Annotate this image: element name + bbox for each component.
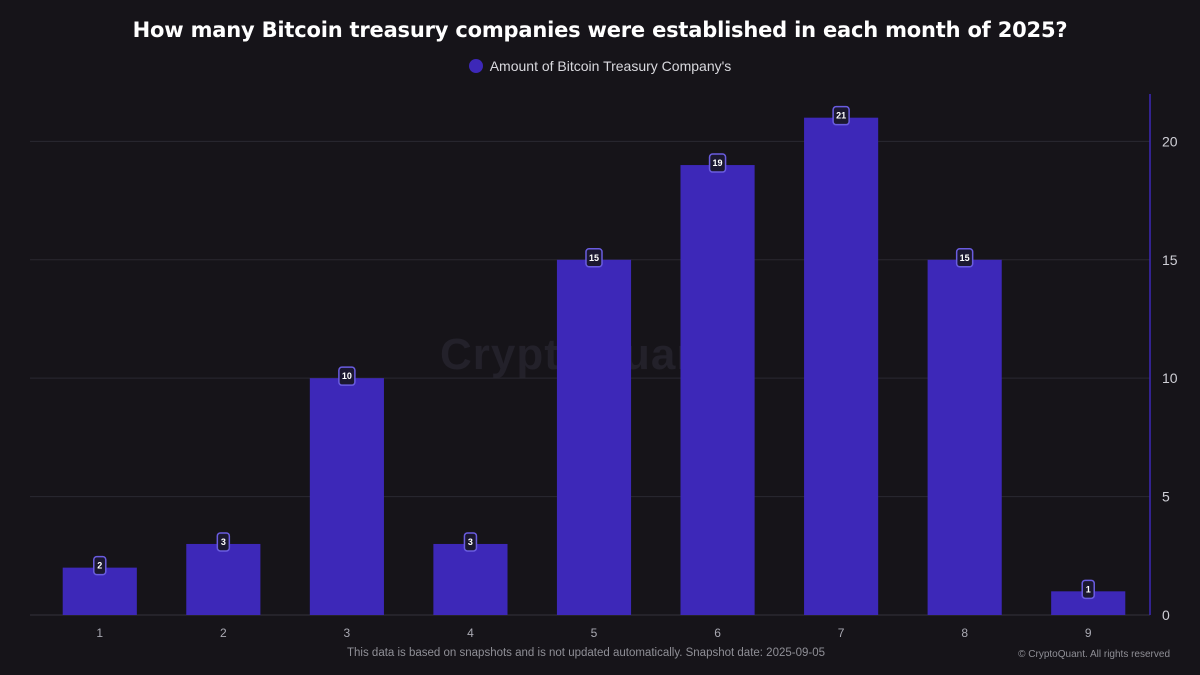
x-tick-label: 9 xyxy=(1085,626,1092,640)
data-label: 10 xyxy=(342,371,352,381)
footnote: This data is based on snapshots and is n… xyxy=(347,647,825,659)
bar xyxy=(1051,591,1126,615)
x-tick-label: 4 xyxy=(467,626,474,640)
data-label: 2 xyxy=(97,561,102,571)
chart-title: How many Bitcoin treasury companies were… xyxy=(132,18,1068,42)
y-tick-label: 0 xyxy=(1162,607,1170,623)
data-label-box xyxy=(832,105,850,126)
x-tick-label: 8 xyxy=(961,626,968,640)
data-label-box xyxy=(463,532,478,552)
legend[interactable]: Amount of Bitcoin Treasury Company's xyxy=(0,58,1200,74)
y-tick-label: 5 xyxy=(1162,489,1170,505)
x-tick-label: 1 xyxy=(96,626,103,640)
data-label: 1 xyxy=(1086,584,1091,594)
y-tick-label: 10 xyxy=(1162,370,1178,386)
data-label: 3 xyxy=(221,537,226,547)
x-tick-label: 6 xyxy=(714,626,721,640)
bar xyxy=(680,165,755,615)
data-label-box xyxy=(585,248,603,268)
x-tick-label: 5 xyxy=(591,626,598,640)
data-label-box xyxy=(1081,579,1095,600)
bar xyxy=(804,117,879,615)
y-tick-label: 20 xyxy=(1162,133,1178,149)
data-label-box xyxy=(93,555,107,576)
data-label-box xyxy=(338,366,356,386)
legend-label: Amount of Bitcoin Treasury Company's xyxy=(489,58,732,74)
bar xyxy=(433,543,508,615)
x-tick-label: 3 xyxy=(344,626,351,640)
data-label-box xyxy=(708,153,727,173)
data-label: 15 xyxy=(960,253,970,263)
legend-swatch xyxy=(468,59,483,73)
data-label-box xyxy=(216,532,231,552)
copyright: © CryptoQuant. All rights reserved xyxy=(1018,649,1170,660)
data-label-box xyxy=(955,248,974,268)
data-label: 21 xyxy=(836,111,846,121)
data-label: 19 xyxy=(713,158,723,168)
bar xyxy=(927,259,1002,615)
bar xyxy=(186,543,261,615)
bar xyxy=(556,259,632,615)
bar xyxy=(309,378,384,615)
bar xyxy=(62,567,137,615)
x-tick-label: 7 xyxy=(838,626,845,640)
x-tick-label: 2 xyxy=(220,626,227,640)
y-tick-label: 15 xyxy=(1162,252,1178,268)
data-label: 3 xyxy=(468,537,473,547)
data-label: 15 xyxy=(589,253,599,263)
